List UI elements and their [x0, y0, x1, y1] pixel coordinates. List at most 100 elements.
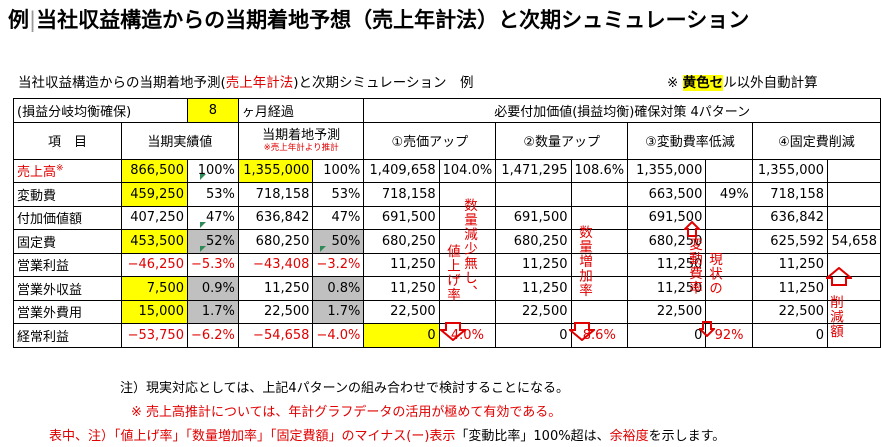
actual-value-cell[interactable]: 866,500	[120, 158, 188, 183]
pattern3-value-cell: 1,355,000	[627, 158, 707, 183]
actual-value-cell: −46,250	[120, 252, 188, 277]
row-label-text: 経常利益	[17, 329, 70, 345]
note-3: 表中、注）「値上げ率」「数量増加率」「固定費額」のマイナス(ー)表示「変動比率」…	[49, 425, 725, 444]
comment-marker-icon	[320, 246, 326, 252]
title-separator: |	[29, 8, 37, 32]
p1-annotation-a: 数量減少無し、	[461, 198, 477, 300]
forecast-value-cell: −43,408	[237, 252, 314, 277]
actual-value-cell[interactable]: 459,250	[120, 182, 188, 207]
yellow-cell-label: 黄色セ	[682, 75, 724, 91]
pattern3-pct-cell	[705, 299, 753, 324]
pattern3-value-cell: 680,250	[627, 229, 707, 254]
pattern2-pct-cell	[570, 229, 629, 254]
forecast-pct-cell: 47%	[312, 205, 365, 230]
forecast-value-cell: 11,250	[237, 276, 314, 301]
pattern1-pct-cell	[438, 205, 497, 230]
table-row: 経常利益 −53,750 −6.2% −54,658 −4.0% 0 4.0% 0 8.6% 0 9…	[13, 323, 881, 348]
required-measures-header: 必要付加価値(損益均衡)確保対策 4パターン	[363, 98, 881, 123]
comment-marker-icon	[200, 222, 206, 228]
table-row: 付加価値額 407,250 47% 636,842 47% 691,500 691,500 6…	[13, 205, 881, 230]
note-text: ル以外自動計算	[723, 75, 818, 91]
pattern3-pct-cell	[705, 158, 753, 183]
pattern2-pct-cell	[570, 276, 629, 301]
pattern1-value-cell: 11,250	[363, 252, 440, 277]
actual-value-cell[interactable]: 15,000	[120, 299, 188, 324]
forecast-pct-cell: 1.7%	[312, 299, 365, 324]
table-row: 固定費 453,500 52% 680,250 50% 680,250 680,250 680…	[13, 229, 881, 254]
actual-value-cell: 407,250	[120, 205, 188, 230]
forecast-value-cell[interactable]: 1,355,000	[237, 158, 314, 183]
pattern4-header: ④固定費削減	[751, 121, 881, 160]
pattern3-value-cell: 691,500	[627, 205, 707, 230]
pattern2-pct-cell	[570, 182, 629, 207]
pattern3-pct-cell	[705, 276, 753, 301]
pattern4-value-cell: 0	[751, 323, 829, 348]
table-row: 営業外収益 7,500 0.9% 11,250 0.8% 11,250 11,250 11,2…	[13, 276, 881, 301]
note-1: 注）現実対応としては、上記4パターンの組み合わせで検討することになる。	[120, 381, 569, 396]
forecast-pct-cell: 0.8%	[312, 276, 365, 301]
pattern1-value-cell: 691,500	[363, 205, 440, 230]
pattern1-value-cell: 1,409,658	[363, 158, 440, 183]
pattern4-value-cell: 625,592	[751, 229, 829, 254]
breakeven-label: (損益分岐均衡確保)	[13, 98, 188, 123]
pattern1-pct-cell	[438, 299, 497, 324]
pattern3-value-cell: 22,500	[627, 299, 707, 324]
pattern1-value-cell: 11,250	[363, 276, 440, 301]
row-label: 営業外収益	[13, 276, 122, 301]
pattern2-value-cell: 11,250	[495, 276, 572, 301]
note-3-part: 余裕度	[609, 429, 649, 444]
pattern4-value-cell: 636,842	[751, 205, 829, 230]
pattern4-reduction-cell: 54,658	[827, 229, 881, 254]
months-elapsed-cell[interactable]: 8	[186, 98, 239, 123]
row-label: 売上高※	[13, 158, 122, 183]
pattern3-header: ③変動費率低減	[627, 121, 753, 160]
forecast-value-cell: 718,158	[237, 182, 314, 207]
item-header: 項 目	[13, 121, 122, 160]
comment-marker-icon	[200, 246, 206, 252]
pattern4-reduction-cell	[827, 205, 881, 230]
down-arrow-icon	[699, 321, 715, 337]
pattern2-value-cell: 1,471,295	[495, 158, 572, 183]
caption-part: 当社収益構造からの当期着地予測(	[18, 75, 226, 91]
actual-pct-cell: 1.7%	[186, 299, 239, 324]
actual-value-cell: −53,750	[120, 323, 188, 348]
note-3-part: 表中、注）「値上げ率」「数量増加率」「固定費額」の	[49, 429, 355, 444]
auto-calc-note: ※ 黄色セル以外自動計算	[667, 71, 818, 91]
actual-value-cell[interactable]: 7,500	[120, 276, 188, 301]
note-3-part: 「変動比率」100%超は、	[455, 429, 610, 444]
pattern2-value-cell	[495, 182, 572, 207]
pattern2-pct-cell	[570, 252, 629, 277]
actual-pct-cell: −5.3%	[186, 252, 239, 277]
pattern1-value-cell: 0	[363, 323, 440, 348]
comment-marker-icon	[200, 174, 206, 180]
pattern3-pct-cell	[705, 252, 753, 277]
pattern3-value-cell: 11,250	[627, 276, 707, 301]
row-label-text: 付加価値額	[17, 212, 83, 228]
note-3-part: マイナス(ー)表示	[354, 429, 456, 444]
pattern2-value-cell: 22,500	[495, 299, 572, 324]
row-label-mark: ※	[56, 163, 64, 174]
actual-header: 当期実績値	[120, 121, 239, 160]
table-row: 変動費 459,250 53% 718,158 53% 718,158 663,500 49%…	[13, 182, 881, 207]
actual-value-cell[interactable]: 453,500	[120, 229, 188, 254]
note-3-part: を示します。	[648, 429, 726, 444]
forecast-value-cell: −54,658	[237, 323, 314, 348]
forecast-value-cell: 636,842	[237, 205, 314, 230]
row-label-text: 営業外収益	[17, 282, 83, 298]
title-text: 当社収益構造からの当期着地予想（売上年計法）と次期シュミュレーション	[36, 8, 750, 32]
forecast-header: 当期着地予測 ※売上年計より推計	[237, 121, 365, 160]
pattern4-value-cell: 11,250	[751, 276, 829, 301]
title-prefix: 例	[8, 8, 29, 32]
forecast-pct-cell: −3.2%	[312, 252, 365, 277]
pattern2-value-cell: 11,250	[495, 252, 572, 277]
p2-annotation: 数量増加率	[576, 225, 592, 298]
actual-pct-cell: 47%	[186, 205, 239, 230]
table-row: 営業外費用 15,000 1.7% 22,500 1.7% 22,500 22,500 22,…	[13, 299, 881, 324]
pattern2-value-cell: 680,250	[495, 229, 572, 254]
row-label-text: 売上高	[17, 165, 57, 181]
months-label: ヶ月経過	[237, 98, 365, 123]
forecast-value-cell: 22,500	[237, 299, 314, 324]
pattern4-reduction-cell	[827, 299, 881, 324]
row-label: 営業利益	[13, 252, 122, 277]
p1-annotation-b: 値上げ率	[444, 244, 460, 302]
